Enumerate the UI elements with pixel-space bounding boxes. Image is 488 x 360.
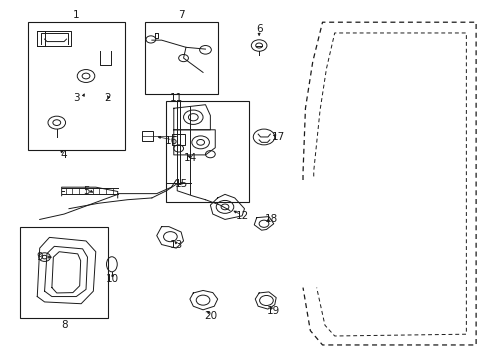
Text: 1: 1 bbox=[73, 10, 80, 20]
Bar bbox=[172, 134, 184, 145]
Text: 13: 13 bbox=[169, 239, 183, 249]
Text: 12: 12 bbox=[235, 211, 248, 221]
Text: 17: 17 bbox=[271, 132, 285, 142]
Bar bbox=[27, 22, 125, 149]
Text: 7: 7 bbox=[178, 10, 184, 20]
Bar bbox=[144, 22, 217, 94]
Text: 16: 16 bbox=[164, 136, 178, 145]
Bar bbox=[142, 131, 153, 141]
Text: 10: 10 bbox=[106, 274, 119, 284]
Text: 20: 20 bbox=[203, 311, 217, 321]
Bar bbox=[166, 101, 249, 202]
Text: 18: 18 bbox=[264, 215, 277, 224]
Text: 8: 8 bbox=[61, 320, 67, 330]
Text: 15: 15 bbox=[174, 179, 187, 189]
Text: 9: 9 bbox=[36, 252, 43, 262]
Text: 19: 19 bbox=[266, 306, 280, 316]
Text: 4: 4 bbox=[61, 150, 67, 160]
Text: 11: 11 bbox=[169, 93, 183, 103]
Text: 5: 5 bbox=[82, 186, 89, 196]
Text: 14: 14 bbox=[184, 153, 197, 163]
Text: 2: 2 bbox=[104, 93, 111, 103]
Text: 3: 3 bbox=[73, 93, 80, 103]
Text: 6: 6 bbox=[255, 24, 262, 35]
Bar bbox=[20, 226, 108, 318]
